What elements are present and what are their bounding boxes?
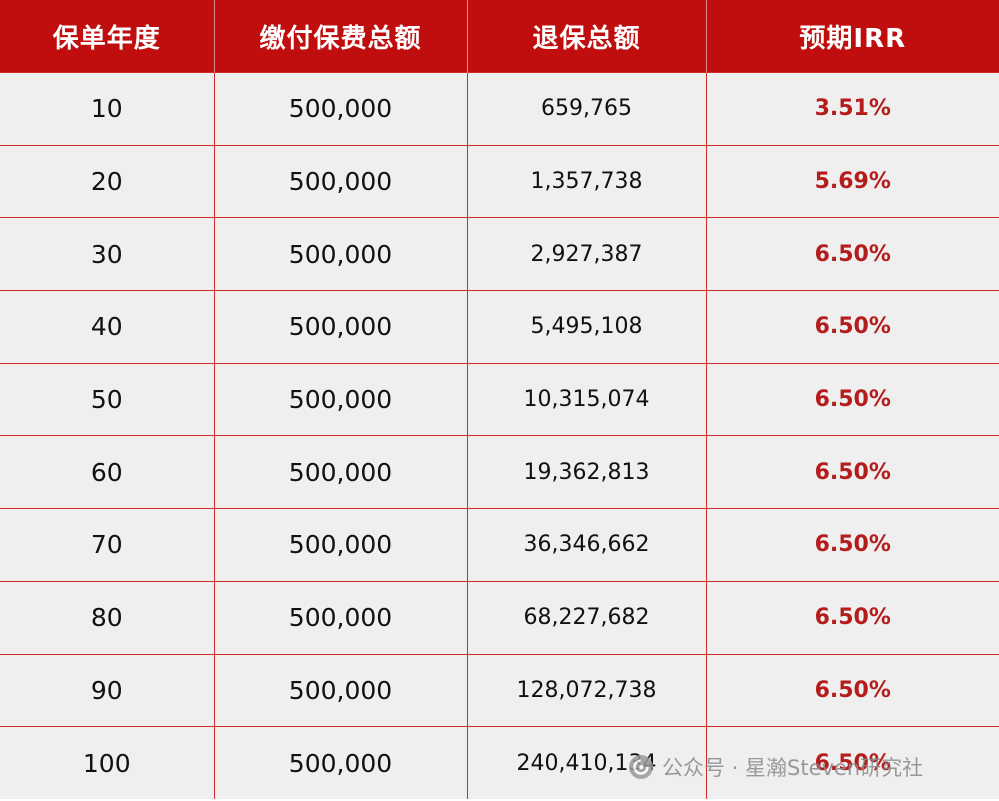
irr-cell: 5.69%	[706, 144, 999, 218]
policy-year-cell: 80	[0, 580, 215, 654]
irr-cell: 6.50%	[706, 435, 999, 509]
surrender-cell: 36,346,662	[467, 508, 707, 582]
policy-year-cell: 10	[0, 72, 215, 146]
table-row: 100 500,000 240,410,134 6.50%	[0, 726, 999, 799]
premium-cell: 500,000	[214, 726, 468, 799]
wechat-official-account-icon	[629, 755, 653, 779]
policy-year-cell: 30	[0, 217, 215, 291]
header-surrender-total: 退保总额	[467, 0, 707, 73]
surrender-cell: 1,357,738	[467, 144, 707, 218]
table-row: 60 500,000 19,362,813 6.50%	[0, 435, 999, 509]
header-policy-year: 保单年度	[0, 0, 215, 73]
premium-cell: 500,000	[214, 290, 468, 364]
irr-cell: 6.50%	[706, 508, 999, 582]
premium-cell: 500,000	[214, 653, 468, 727]
policy-year-cell: 70	[0, 508, 215, 582]
table-row: 40 500,000 5,495,108 6.50%	[0, 290, 999, 364]
policy-year-cell: 100	[0, 726, 215, 799]
premium-cell: 500,000	[214, 362, 468, 436]
surrender-cell: 19,362,813	[467, 435, 707, 509]
irr-cell: 6.50%	[706, 290, 999, 364]
premium-cell: 500,000	[214, 435, 468, 509]
premium-cell: 500,000	[214, 144, 468, 218]
surrender-cell: 68,227,682	[467, 580, 707, 654]
table-row: 30 500,000 2,927,387 6.50%	[0, 217, 999, 291]
table-row: 90 500,000 128,072,738 6.50%	[0, 653, 999, 727]
policy-year-cell: 60	[0, 435, 215, 509]
table-row: 10 500,000 659,765 3.51%	[0, 72, 999, 146]
surrender-cell: 5,495,108	[467, 290, 707, 364]
premium-cell: 500,000	[214, 217, 468, 291]
watermark-text: 公众号 · 星瀚Steven研究社	[662, 756, 924, 780]
irr-cell: 6.50%	[706, 362, 999, 436]
premium-cell: 500,000	[214, 580, 468, 654]
surrender-cell: 10,315,074	[467, 362, 707, 436]
surrender-cell: 2,927,387	[467, 217, 707, 291]
irr-cell: 3.51%	[706, 72, 999, 146]
irr-cell: 6.50%	[706, 726, 999, 799]
header-expected-irr: 预期IRR	[706, 0, 999, 73]
table-body: 10 500,000 659,765 3.51% 20 500,000 1,35…	[0, 72, 999, 799]
premium-cell: 500,000	[214, 72, 468, 146]
irr-cell: 6.50%	[706, 580, 999, 654]
policy-year-cell: 40	[0, 290, 215, 364]
surrender-cell: 128,072,738	[467, 653, 707, 727]
table-row: 70 500,000 36,346,662 6.50%	[0, 508, 999, 582]
irr-cell: 6.50%	[706, 653, 999, 727]
header-row: 保单年度 缴付保费总额 退保总额 预期IRR	[0, 0, 999, 73]
premium-cell: 500,000	[214, 508, 468, 582]
table-row: 20 500,000 1,357,738 5.69%	[0, 144, 999, 218]
table-row: 50 500,000 10,315,074 6.50%	[0, 362, 999, 436]
watermark: 公众号 · 星瀚Steven研究社	[628, 752, 923, 782]
policy-year-cell: 90	[0, 653, 215, 727]
surrender-cell: 659,765	[467, 72, 707, 146]
policy-year-cell: 20	[0, 144, 215, 218]
table-row: 80 500,000 68,227,682 6.50%	[0, 580, 999, 654]
policy-year-cell: 50	[0, 362, 215, 436]
irr-cell: 6.50%	[706, 217, 999, 291]
header-total-premium: 缴付保费总额	[214, 0, 468, 73]
